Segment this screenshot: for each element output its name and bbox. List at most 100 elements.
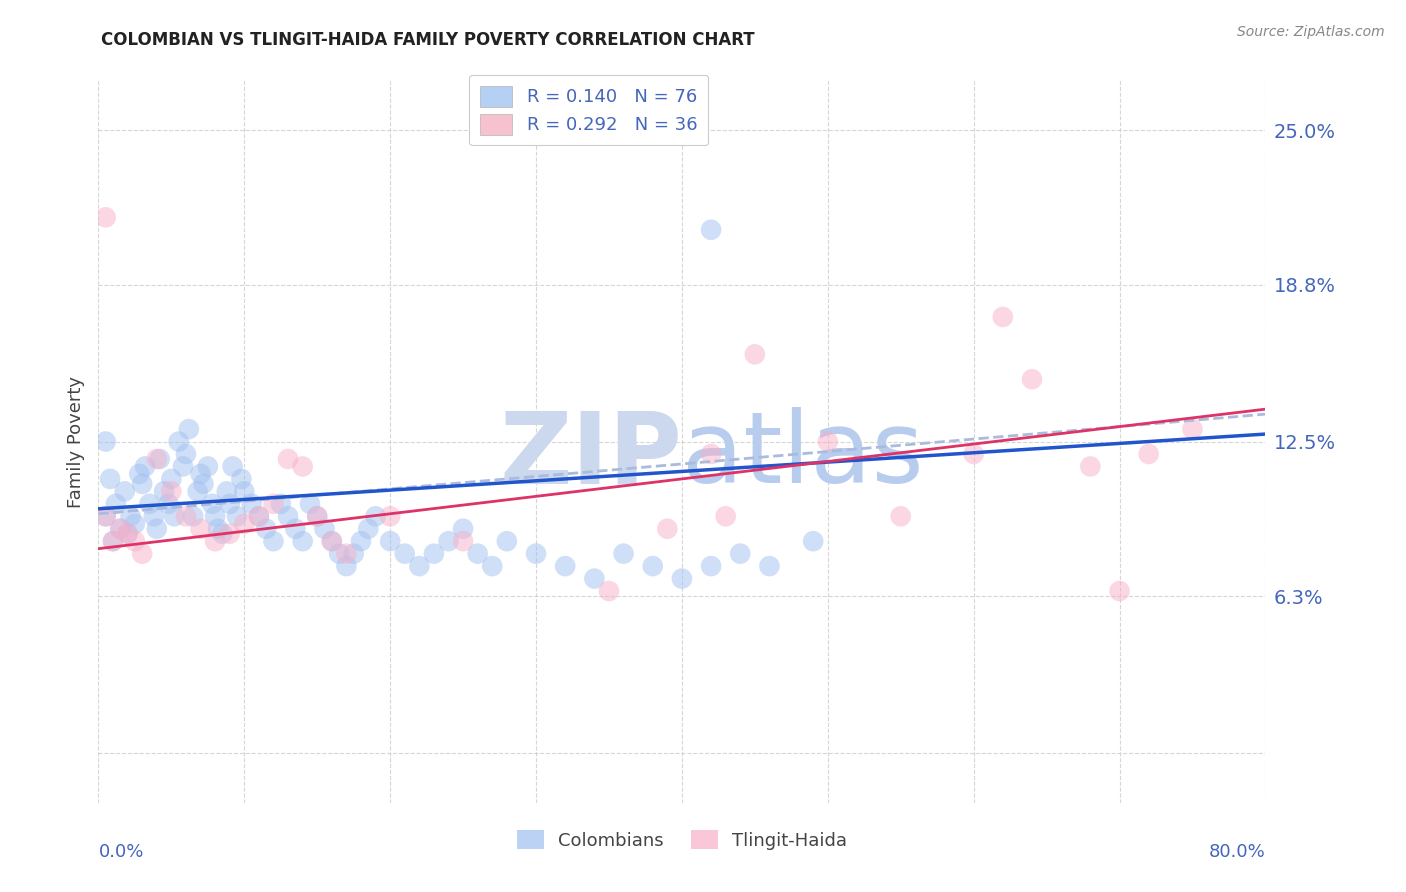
Point (991, 310, 1014, 324)
Point (357, 522, 380, 536)
Point (641, 559, 664, 574)
Point (114, 484, 136, 499)
Point (801, 534, 824, 549)
Point (451, 534, 474, 549)
Point (124, 516, 146, 531)
Point (758, 559, 780, 574)
Point (1080, 459, 1102, 474)
Legend: Colombians, Tlingit-Haida: Colombians, Tlingit-Haida (508, 822, 856, 859)
Point (134, 459, 156, 474)
Point (262, 497, 284, 511)
Point (671, 572, 693, 586)
Point (583, 572, 606, 586)
Point (291, 459, 314, 474)
Point (167, 434, 190, 449)
Point (700, 559, 723, 574)
Text: 80.0%: 80.0% (1209, 843, 1265, 861)
Point (197, 459, 219, 474)
Point (481, 559, 503, 574)
Point (104, 497, 127, 511)
Point (218, 526, 240, 541)
Point (1021, 372, 1043, 386)
Text: COLOMBIAN VS TLINGIT-HAIDA FAMILY POVERTY CORRELATION CHART: COLOMBIAN VS TLINGIT-HAIDA FAMILY POVERT… (101, 31, 755, 49)
Point (408, 559, 430, 574)
Point (138, 497, 160, 511)
Text: ZIP: ZIP (499, 408, 682, 505)
Point (153, 484, 176, 499)
Point (128, 467, 150, 481)
Point (218, 497, 240, 511)
Point (120, 509, 142, 524)
Point (233, 516, 256, 531)
Point (284, 522, 307, 536)
Point (307, 509, 329, 524)
Point (247, 509, 270, 524)
Point (314, 522, 336, 536)
Point (524, 547, 547, 561)
Point (962, 447, 984, 461)
Point (730, 547, 752, 561)
Point (172, 459, 194, 474)
Point (1137, 447, 1160, 461)
Point (277, 509, 299, 524)
Point (350, 534, 373, 549)
Point (181, 509, 204, 524)
Point (131, 547, 153, 561)
Point (714, 509, 737, 524)
Point (700, 223, 723, 237)
Point (277, 452, 299, 467)
Point (117, 526, 139, 541)
Point (270, 497, 292, 511)
Point (160, 472, 183, 486)
Point (335, 547, 357, 561)
Point (211, 526, 233, 541)
Point (247, 509, 270, 524)
Point (233, 484, 256, 499)
Point (817, 434, 839, 449)
Point (149, 452, 172, 467)
Y-axis label: Family Poverty: Family Poverty (66, 376, 84, 508)
Point (174, 447, 197, 461)
Point (467, 547, 489, 561)
Point (328, 547, 350, 561)
Point (110, 522, 132, 536)
Point (190, 522, 212, 536)
Point (657, 522, 679, 536)
Point (307, 509, 329, 524)
Point (142, 509, 165, 524)
Text: atlas: atlas (682, 408, 924, 505)
Point (110, 522, 132, 536)
Point (380, 534, 402, 549)
Point (240, 497, 263, 511)
Point (101, 534, 124, 549)
Point (94, 211, 117, 225)
Point (94, 434, 117, 449)
Point (101, 534, 124, 549)
Point (496, 534, 519, 549)
Point (380, 509, 402, 524)
Point (744, 347, 766, 361)
Point (187, 484, 209, 499)
Point (321, 534, 343, 549)
Point (146, 452, 169, 467)
Point (321, 534, 343, 549)
Point (215, 484, 238, 499)
Point (124, 534, 146, 549)
Point (262, 534, 284, 549)
Point (364, 509, 387, 524)
Text: Source: ZipAtlas.com: Source: ZipAtlas.com (1237, 25, 1385, 39)
Point (343, 547, 366, 561)
Point (146, 522, 169, 536)
Point (254, 522, 277, 536)
Point (157, 497, 180, 511)
Point (226, 509, 249, 524)
Point (394, 547, 416, 561)
Point (437, 534, 460, 549)
Point (207, 522, 229, 536)
Point (612, 547, 634, 561)
Point (598, 584, 620, 599)
Point (193, 476, 215, 491)
Point (335, 559, 357, 574)
Point (298, 497, 321, 511)
Point (163, 509, 186, 524)
